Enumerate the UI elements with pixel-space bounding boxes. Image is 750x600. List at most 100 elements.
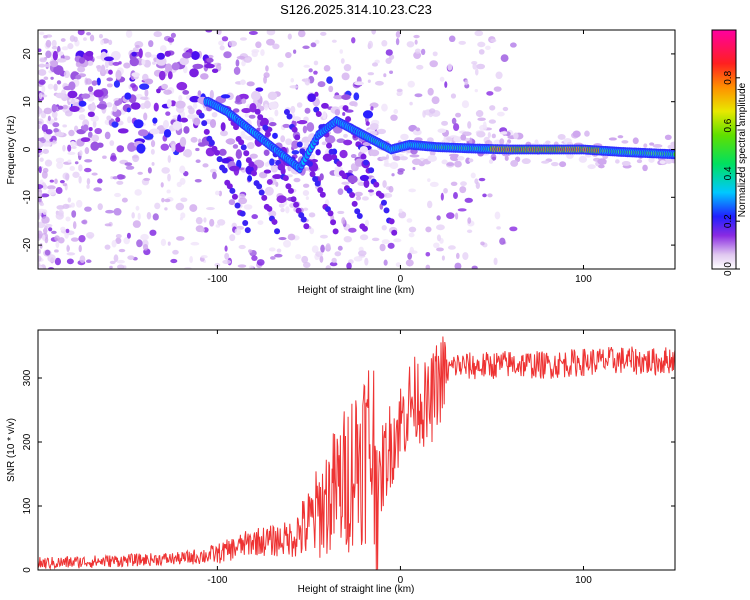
heatmap-cell <box>108 60 114 66</box>
heatmap-cell <box>39 202 45 207</box>
heatmap-cell <box>38 137 45 142</box>
heatmap-cell <box>256 259 265 266</box>
heatmap-cell <box>348 169 353 174</box>
heatmap-cell <box>367 40 373 49</box>
heatmap-cell <box>200 255 208 259</box>
heatmap-cell <box>189 95 200 103</box>
heatmap-cell <box>341 173 348 180</box>
heatmap-cell <box>238 93 249 100</box>
heatmap-cell <box>489 105 496 111</box>
heatmap-cell <box>57 209 64 217</box>
heatmap-cell <box>199 227 205 233</box>
heatmap-cell <box>293 177 301 183</box>
heatmap-cell <box>310 42 317 48</box>
heatmap-cell <box>280 135 286 143</box>
heatmap-cell <box>50 60 59 68</box>
heatmap-cell <box>45 142 52 147</box>
heatmap-cell <box>383 193 393 198</box>
heatmap-cell <box>85 50 94 57</box>
heatmap-cell <box>449 153 459 157</box>
heatmap-xtick-label: 100 <box>575 274 592 285</box>
heatmap-cell <box>332 125 343 134</box>
heatmap-cell <box>130 102 141 110</box>
heatmap-cell <box>262 124 269 131</box>
heatmap-cell <box>659 160 666 165</box>
heatmap-cell <box>425 264 431 269</box>
heatmap-cell <box>302 261 311 268</box>
heatmap-cell <box>40 193 50 198</box>
heatmap-cell <box>216 156 223 163</box>
heatmap-cell <box>251 50 258 58</box>
snr-axes: -100 0 100 0 100 200 300 <box>22 330 675 586</box>
heatmap-cell <box>342 111 346 116</box>
heatmap-cell <box>96 77 101 86</box>
heatmap-cell <box>457 155 465 161</box>
heatmap-cell <box>436 215 441 221</box>
heatmap-cell <box>319 255 324 263</box>
heatmap-cell <box>363 179 370 188</box>
heatmap-cell <box>541 160 550 164</box>
heatmap-cell <box>140 233 149 241</box>
heatmap-cell <box>51 103 57 113</box>
colorbar-ticks: 0.0 0.2 0.4 0.6 0.8 <box>723 70 740 276</box>
heatmap-cell <box>447 245 456 250</box>
heatmap-cell <box>47 254 56 263</box>
heatmap-cell <box>268 122 277 127</box>
heatmap-cell <box>51 110 58 118</box>
heatmap-cell <box>296 141 303 148</box>
heatmap-cell <box>467 121 472 129</box>
heatmap-cell <box>406 41 415 48</box>
heatmap-cell <box>115 237 122 245</box>
heatmap-cell <box>135 44 140 48</box>
heatmap-cell <box>363 159 370 166</box>
heatmap-cell <box>84 159 93 163</box>
heatmap-cell <box>78 164 83 172</box>
heatmap-cell <box>79 255 86 264</box>
heatmap-cell <box>167 71 173 80</box>
heatmap-cell <box>381 239 390 245</box>
heatmap-cell <box>453 191 458 200</box>
heatmap-cell <box>188 107 195 115</box>
heatmap-cell <box>175 100 186 109</box>
heatmap-cell <box>454 212 459 220</box>
heatmap-cell <box>55 92 66 99</box>
heatmap-cell <box>156 52 165 60</box>
heatmap-cell <box>214 262 221 268</box>
heatmap-cell <box>235 95 241 103</box>
heatmap-cell <box>42 148 49 154</box>
heatmap-cell <box>84 147 90 155</box>
heatmap-cell <box>302 207 309 211</box>
snr-xtick-label: 100 <box>575 575 592 586</box>
snr-ylabel: SNR (10 * v/v) <box>6 418 17 482</box>
heatmap-xlabel: Height of straight line (km) <box>298 285 415 296</box>
heatmap-cell <box>220 130 228 137</box>
heatmap-cell <box>170 32 176 38</box>
heatmap-cell <box>270 256 276 260</box>
heatmap-cell <box>474 88 478 93</box>
heatmap-cell <box>112 61 120 66</box>
heatmap-cell <box>261 194 268 201</box>
heatmap-cell <box>167 173 171 182</box>
heatmap-cell <box>232 108 240 113</box>
heatmap-cell <box>446 162 455 167</box>
heatmap-cell <box>66 244 70 253</box>
heatmap-cell <box>260 49 265 57</box>
heatmap-cell <box>182 52 192 59</box>
heatmap-cell <box>236 55 246 60</box>
heatmap-cell <box>114 192 121 198</box>
heatmap-cell <box>460 181 467 187</box>
heatmap-cell <box>38 48 42 53</box>
heatmap-cell <box>50 76 54 80</box>
heatmap-cell <box>278 236 287 241</box>
heatmap-cell <box>144 89 149 97</box>
heatmap-cell <box>170 258 178 264</box>
heatmap-cell <box>93 187 102 192</box>
heatmap-cell <box>67 43 74 50</box>
heatmap-cell <box>172 121 183 130</box>
heatmap-cell <box>282 175 289 182</box>
heatmap-cell <box>142 243 149 251</box>
heatmap-cell <box>354 81 364 86</box>
snr-ytick-label: 300 <box>22 369 33 386</box>
heatmap-cell <box>351 37 356 44</box>
heatmap-cell <box>177 114 182 124</box>
